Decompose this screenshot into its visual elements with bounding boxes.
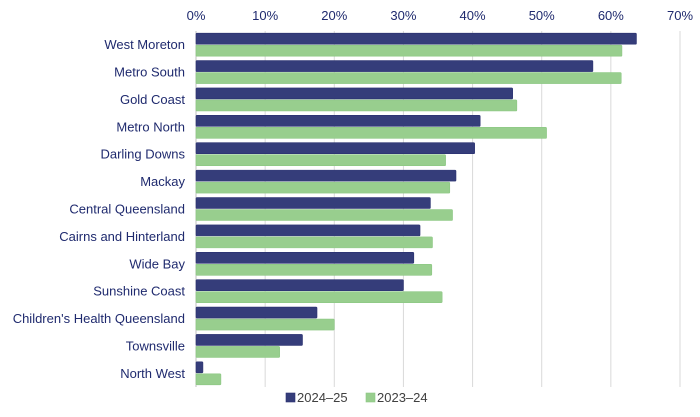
- bar-series-2: [195, 127, 547, 139]
- category-label: Metro South: [114, 65, 185, 80]
- x-tick-label: 20%: [321, 8, 347, 23]
- bar-series-1: [195, 197, 431, 209]
- x-tick-label: 70%: [667, 8, 693, 23]
- bar-series-2: [195, 72, 622, 84]
- bar-series-2: [195, 99, 518, 112]
- x-tick-label: 40%: [460, 8, 486, 23]
- x-tick-label: 10%: [252, 8, 278, 23]
- category-label: Gold Coast: [120, 92, 185, 107]
- bar-series-1: [195, 251, 415, 264]
- category-label: Sunshine Coast: [93, 284, 185, 299]
- x-tick-label: 60%: [598, 8, 624, 23]
- bar-series-2: [195, 263, 433, 276]
- legend-swatch: [365, 392, 376, 403]
- x-tick-label: 0%: [187, 8, 206, 23]
- category-label: Darling Downs: [100, 147, 185, 162]
- bar-series-2: [195, 291, 443, 303]
- category-label: Wide Bay: [129, 256, 185, 271]
- bar-series-1: [195, 87, 513, 100]
- legend-swatch: [285, 392, 296, 403]
- bar-series-2: [195, 154, 446, 167]
- category-label: Metro North: [116, 119, 185, 134]
- legend-label: 2023–24: [377, 390, 428, 405]
- category-label: Townsville: [126, 338, 185, 353]
- x-tick-label: 50%: [529, 8, 555, 23]
- category-label: Mackay: [140, 174, 185, 189]
- bar-series-2: [195, 209, 453, 221]
- category-label: Central Queensland: [69, 202, 185, 217]
- bar-series-2: [195, 236, 433, 249]
- bar-series-2: [195, 318, 335, 331]
- bar-series-1: [195, 361, 204, 374]
- x-tick-label: 30%: [390, 8, 416, 23]
- bar-series-1: [195, 306, 318, 319]
- bar-series-2: [195, 373, 222, 386]
- bar-series-1: [195, 32, 637, 45]
- bar-series-1: [195, 115, 481, 127]
- legend-label: 2024–25: [297, 390, 348, 405]
- bar-series-2: [195, 181, 451, 194]
- bar-series-2: [195, 346, 280, 358]
- bar-series-1: [195, 334, 303, 346]
- category-label: Children's Health Queensland: [13, 311, 185, 326]
- bar-series-1: [195, 60, 594, 72]
- category-label: Cairns and Hinterland: [59, 229, 185, 244]
- bar-series-1: [195, 142, 475, 155]
- bar-series-1: [195, 279, 404, 291]
- category-label: West Moreton: [104, 37, 185, 52]
- bar-series-1: [195, 169, 457, 182]
- bar-series-2: [195, 44, 623, 57]
- bar-series-1: [195, 224, 421, 237]
- category-label: North West: [120, 366, 185, 381]
